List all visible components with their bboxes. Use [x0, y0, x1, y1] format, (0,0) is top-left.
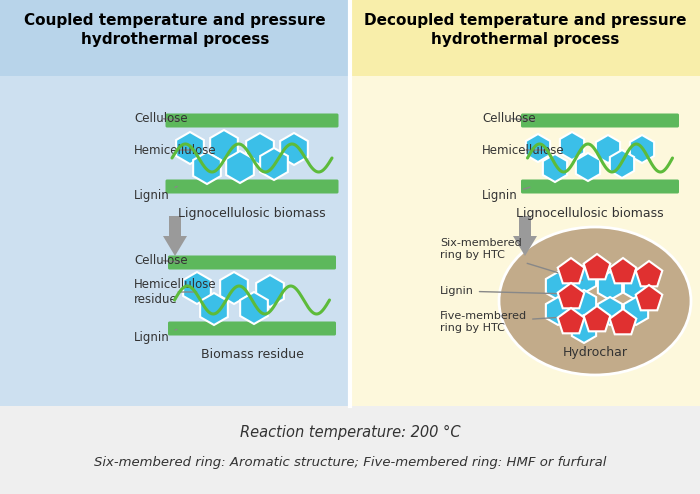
- Polygon shape: [610, 150, 634, 178]
- Polygon shape: [176, 132, 204, 164]
- FancyBboxPatch shape: [165, 114, 339, 127]
- Bar: [0, 0, 350, 76]
- Polygon shape: [246, 133, 274, 165]
- Bar: [0, 406, 700, 494]
- Text: Lignin: Lignin: [134, 329, 177, 344]
- Bar: [350, 76, 700, 406]
- Polygon shape: [558, 283, 584, 308]
- Polygon shape: [624, 297, 648, 325]
- Polygon shape: [598, 272, 622, 300]
- Bar: [169, 216, 181, 236]
- Polygon shape: [584, 306, 610, 331]
- Text: Six-membered ring: Aromatic structure; Five-membered ring: HMF or furfural: Six-membered ring: Aromatic structure; F…: [94, 455, 606, 468]
- Polygon shape: [526, 134, 550, 162]
- Polygon shape: [624, 272, 648, 300]
- Polygon shape: [610, 258, 636, 284]
- Text: Lignin: Lignin: [482, 187, 530, 203]
- Polygon shape: [560, 132, 584, 160]
- Polygon shape: [572, 315, 596, 343]
- Polygon shape: [576, 153, 600, 181]
- Polygon shape: [598, 297, 622, 325]
- Polygon shape: [210, 130, 238, 162]
- FancyBboxPatch shape: [168, 255, 336, 270]
- Text: Reaction temperature: 200 °C: Reaction temperature: 200 °C: [239, 424, 461, 440]
- Polygon shape: [546, 297, 570, 325]
- Polygon shape: [260, 148, 288, 180]
- Polygon shape: [513, 236, 537, 256]
- Bar: [519, 216, 531, 236]
- Polygon shape: [596, 135, 620, 163]
- Polygon shape: [220, 272, 248, 304]
- Text: Lignocellulosic biomass: Lignocellulosic biomass: [178, 207, 326, 220]
- Text: Biomass residue: Biomass residue: [201, 348, 303, 361]
- Text: Hemicellulose
residue: Hemicellulose residue: [134, 278, 216, 306]
- Bar: [350, 0, 700, 76]
- Text: Cellulose: Cellulose: [134, 254, 188, 267]
- Polygon shape: [193, 152, 221, 184]
- Bar: [0, 76, 350, 406]
- Text: Coupled temperature and pressure
hydrothermal process: Coupled temperature and pressure hydroth…: [25, 13, 326, 47]
- Polygon shape: [572, 290, 596, 318]
- Polygon shape: [546, 272, 570, 300]
- Polygon shape: [256, 275, 284, 307]
- Text: Lignocellulosic biomass: Lignocellulosic biomass: [516, 207, 664, 220]
- Polygon shape: [636, 261, 662, 287]
- Text: Hemicellulose: Hemicellulose: [482, 143, 565, 157]
- Text: Decoupled temperature and pressure
hydrothermal process: Decoupled temperature and pressure hydro…: [364, 13, 686, 47]
- FancyBboxPatch shape: [521, 114, 679, 127]
- Polygon shape: [543, 154, 567, 182]
- Polygon shape: [630, 135, 654, 163]
- Polygon shape: [558, 308, 584, 333]
- Polygon shape: [280, 133, 308, 165]
- Polygon shape: [584, 254, 610, 279]
- FancyBboxPatch shape: [165, 179, 339, 194]
- Polygon shape: [558, 258, 584, 284]
- Text: Hydrochar: Hydrochar: [563, 346, 627, 359]
- Text: Five-membered
ring by HTC: Five-membered ring by HTC: [440, 311, 578, 333]
- Text: Cellulose: Cellulose: [482, 112, 536, 125]
- Polygon shape: [183, 272, 211, 304]
- Ellipse shape: [499, 227, 691, 375]
- FancyBboxPatch shape: [521, 179, 679, 194]
- Text: Six-membered
ring by HTC: Six-membered ring by HTC: [440, 239, 582, 280]
- Polygon shape: [636, 285, 662, 310]
- Text: Lignin: Lignin: [134, 187, 177, 203]
- Text: Lignin: Lignin: [440, 286, 569, 296]
- Polygon shape: [240, 292, 268, 324]
- Polygon shape: [226, 151, 254, 183]
- Polygon shape: [610, 309, 636, 334]
- Text: Hemicellulose: Hemicellulose: [134, 143, 216, 157]
- Polygon shape: [200, 293, 228, 325]
- Polygon shape: [572, 265, 596, 293]
- Text: Cellulose: Cellulose: [134, 112, 188, 125]
- FancyBboxPatch shape: [168, 322, 336, 335]
- Polygon shape: [163, 236, 187, 256]
